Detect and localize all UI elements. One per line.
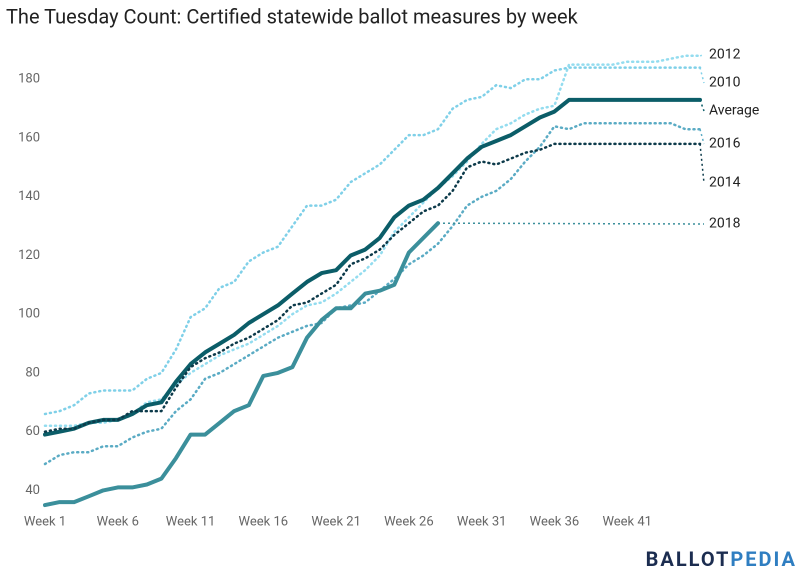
x-tick-label: Week 11 [166,514,216,529]
series-line [43,142,702,433]
x-tick-label: Week 21 [311,514,361,529]
series-label: 2014 [709,175,741,191]
x-tick-label: Week 36 [530,514,580,529]
y-tick-label: 80 [25,365,40,380]
y-tick-label: 140 [18,189,40,204]
leader-line [437,222,705,225]
chart-title: The Tuesday Count: Certified statewide b… [6,4,579,28]
brand: BALLOTPEDIA [646,547,797,571]
x-tick-label: Week 1 [24,514,66,529]
y-tick-label: 60 [25,424,40,439]
series-line [43,54,702,428]
y-tick-label: 160 [18,130,40,145]
series-line [43,66,702,416]
x-tick-label: Week 16 [239,514,289,529]
leader-line [699,67,705,84]
y-tick-label: 180 [18,72,40,87]
leader-line [699,99,705,112]
brand-part: BALLOT [646,547,731,571]
y-tick-label: 120 [18,248,40,263]
leader-line [699,143,705,184]
series-label: 2012 [709,47,741,63]
y-tick-label: 40 [25,483,40,498]
series-label: 2018 [709,216,741,232]
brand-part: PEDIA [730,547,797,571]
x-tick-label: Week 31 [457,514,507,529]
x-tick-label: Week 26 [384,514,434,529]
leader-line [699,54,705,57]
series-line [43,221,440,508]
series-label: Average [709,103,759,119]
series-label: 2016 [709,136,741,152]
series-line [43,122,702,466]
series-label: 2010 [709,75,741,91]
x-tick-label: Week 41 [602,514,652,529]
y-tick-label: 100 [18,307,40,322]
series-line [43,97,702,437]
leader-line [699,129,705,145]
x-tick-label: Week 6 [97,514,139,529]
